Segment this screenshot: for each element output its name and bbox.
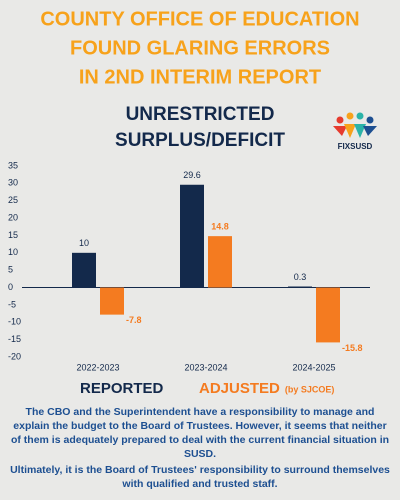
legend-label: ADJUSTED bbox=[199, 380, 280, 397]
value-label: 0.3 bbox=[294, 272, 307, 282]
x-tick-label: 2023-2024 bbox=[184, 362, 227, 372]
subtitle-line: SURPLUS/DEFICIT bbox=[115, 130, 285, 151]
value-label: 10 bbox=[79, 238, 89, 248]
bar bbox=[180, 184, 204, 288]
logo-icon bbox=[333, 112, 377, 138]
title-line: COUNTY OFFICE OF EDUCATION bbox=[40, 8, 359, 30]
y-tick-label: 15 bbox=[8, 230, 18, 240]
bar bbox=[72, 252, 96, 288]
bar bbox=[100, 287, 124, 315]
value-label: -15.8 bbox=[342, 343, 363, 353]
title-line: FOUND GLARING ERRORS bbox=[70, 37, 330, 59]
bar bbox=[316, 287, 340, 343]
bar bbox=[288, 286, 312, 288]
y-tick-label: -20 bbox=[8, 351, 21, 361]
logo-text: FIXSUSD bbox=[338, 142, 373, 151]
value-label: -7.8 bbox=[126, 315, 142, 325]
y-tick-label: 35 bbox=[8, 160, 18, 170]
y-tick-label: 20 bbox=[8, 212, 18, 222]
y-tick-label: 30 bbox=[8, 178, 18, 188]
bar bbox=[208, 236, 232, 288]
y-tick-label: -5 bbox=[8, 299, 16, 309]
subtitle-line: UNRESTRICTED bbox=[126, 104, 275, 125]
x-tick-label: 2022-2023 bbox=[76, 362, 119, 372]
legend-label: REPORTED bbox=[80, 380, 164, 397]
y-tick-label: 5 bbox=[8, 265, 13, 275]
y-tick-label: 10 bbox=[8, 247, 18, 257]
y-tick-label: 0 bbox=[8, 282, 13, 292]
y-tick-label: -10 bbox=[8, 317, 21, 327]
value-label: 14.8 bbox=[211, 222, 229, 232]
note: The CBO and the Superintendent have a re… bbox=[10, 406, 390, 460]
y-tick-label: 25 bbox=[8, 195, 18, 205]
y-tick-label: -15 bbox=[8, 334, 21, 344]
x-tick-label: 2024-2025 bbox=[292, 362, 335, 372]
value-label: 29.6 bbox=[183, 170, 201, 180]
legend-note: (by SJCOE) bbox=[285, 384, 335, 394]
title-line: IN 2ND INTERIM REPORT bbox=[79, 66, 321, 88]
note: Ultimately, it is the Board of Trustees'… bbox=[10, 464, 390, 490]
